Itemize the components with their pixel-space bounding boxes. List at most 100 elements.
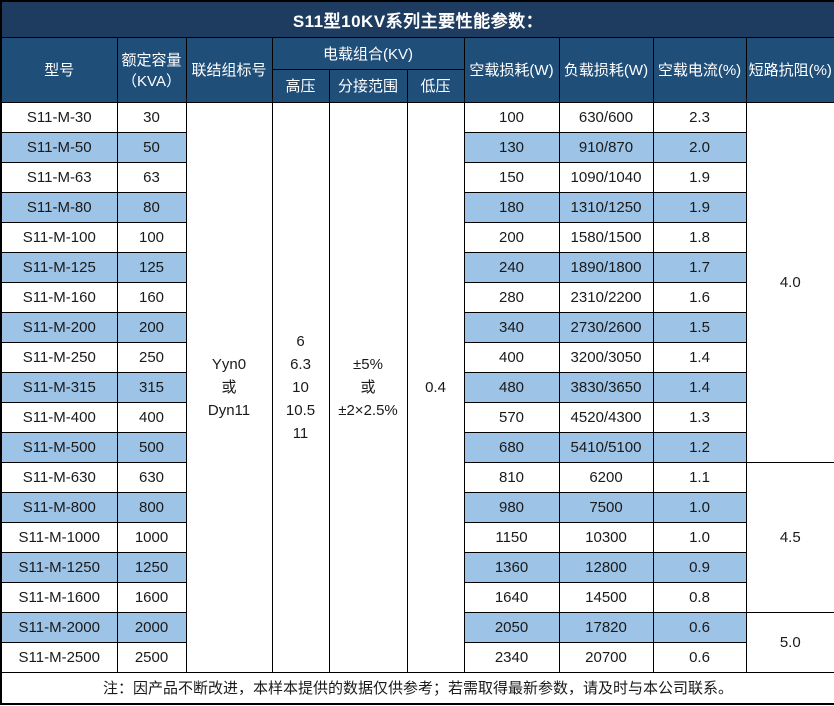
load-loss-cell: 6200 bbox=[558, 461, 654, 493]
model-cell: S11-M-2500 bbox=[0, 641, 118, 673]
no-load-loss-cell: 130 bbox=[463, 131, 560, 163]
column-header-voltage-combo: 电载组合(KV) bbox=[271, 36, 465, 70]
model-cell: S11-M-125 bbox=[0, 251, 118, 283]
connection-label-line: Dyn11 bbox=[207, 401, 251, 419]
model-cell: S11-M-315 bbox=[0, 371, 118, 403]
model-cell: S11-M-80 bbox=[0, 191, 118, 223]
table-row: S11-M-800 800 980 7500 1.0 bbox=[0, 491, 834, 523]
no-load-current-cell: 1.4 bbox=[652, 371, 747, 403]
capacity-cell: 80 bbox=[116, 191, 187, 223]
table-row: S11-M-500 500 680 5410/5100 1.2 bbox=[0, 431, 834, 463]
model-cell: S11-M-30 bbox=[0, 101, 118, 133]
no-load-current-cell: 1.7 bbox=[652, 251, 747, 283]
no-load-current-cell: 1.6 bbox=[652, 281, 747, 313]
capacity-cell: 800 bbox=[116, 491, 187, 523]
table-row: S11-M-315 315 480 3830/3650 1.4 bbox=[0, 371, 834, 403]
capacity-cell: 1000 bbox=[116, 521, 187, 553]
title-row: S11型10KV系列主要性能参数： bbox=[0, 0, 834, 38]
model-cell: S11-M-500 bbox=[0, 431, 118, 463]
table-body: S11-M-30 30 Yyn0 或 Dyn11 6 6.3 10 10.5 11 ±5% 或 ±2×2… bbox=[0, 101, 834, 673]
no-load-current-cell: 1.0 bbox=[652, 521, 747, 553]
no-load-loss-cell: 1360 bbox=[463, 551, 560, 583]
no-load-loss-cell: 150 bbox=[463, 161, 560, 193]
connection-label-cell: Yyn0 或 Dyn11 bbox=[185, 101, 273, 673]
header-row-sub: 高压 分接范围 低压 bbox=[1, 68, 834, 103]
column-header-impedance: 短路抗阻(%) bbox=[745, 36, 834, 103]
table-row: S11-M-2500 2500 2340 20700 0.6 bbox=[0, 641, 834, 673]
capacity-cell: 400 bbox=[116, 401, 187, 433]
no-load-loss-cell: 280 bbox=[463, 281, 560, 313]
no-load-loss-cell: 680 bbox=[463, 431, 560, 463]
no-load-loss-cell: 810 bbox=[463, 461, 560, 493]
model-cell: S11-M-50 bbox=[0, 131, 118, 163]
load-loss-cell: 910/870 bbox=[558, 131, 654, 163]
no-load-loss-cell: 980 bbox=[463, 491, 560, 523]
load-loss-cell: 20700 bbox=[558, 641, 654, 673]
table-row: S11-M-1250 1250 1360 12800 0.9 bbox=[0, 551, 834, 583]
capacity-cell: 200 bbox=[116, 311, 187, 343]
column-header-hv: 高压 bbox=[271, 68, 330, 103]
no-load-loss-cell: 400 bbox=[463, 341, 560, 373]
table-row: S11-M-2000 2000 2050 17820 0.6 5.0 bbox=[0, 611, 834, 673]
capacity-cell: 315 bbox=[116, 371, 187, 403]
hv-value-line: 6 bbox=[296, 332, 305, 350]
tap-range-line: 或 bbox=[360, 378, 376, 396]
capacity-cell: 160 bbox=[116, 281, 187, 313]
capacity-cell: 630 bbox=[116, 461, 187, 493]
model-cell: S11-M-63 bbox=[0, 161, 118, 193]
load-loss-cell: 17820 bbox=[558, 611, 654, 643]
table-row: S11-M-160 160 280 2310/2200 1.6 bbox=[0, 281, 834, 313]
no-load-loss-cell: 100 bbox=[463, 101, 560, 133]
column-header-capacity: 额定容量 （KVA） bbox=[116, 36, 187, 103]
load-loss-cell: 5410/5100 bbox=[558, 431, 654, 463]
model-cell: S11-M-1000 bbox=[0, 521, 118, 553]
load-loss-cell: 1890/1800 bbox=[558, 251, 654, 283]
load-loss-cell: 3200/3050 bbox=[558, 341, 654, 373]
capacity-cell: 1600 bbox=[116, 581, 187, 613]
hv-value-line: 10.5 bbox=[285, 401, 316, 419]
no-load-loss-cell: 180 bbox=[463, 191, 560, 223]
load-loss-cell: 10300 bbox=[558, 521, 654, 553]
model-cell: S11-M-160 bbox=[0, 281, 118, 313]
column-header-no-load-current: 空载电流(%) bbox=[652, 36, 747, 103]
table-row: S11-M-200 200 340 2730/2600 1.5 bbox=[0, 311, 834, 343]
lv-cell: 0.4 bbox=[406, 101, 465, 673]
load-loss-cell: 3830/3650 bbox=[558, 371, 654, 403]
column-header-model: 型号 bbox=[0, 36, 118, 103]
no-load-current-cell: 0.8 bbox=[652, 581, 747, 613]
model-cell: S11-M-1600 bbox=[0, 581, 118, 613]
no-load-current-cell: 0.6 bbox=[652, 611, 747, 643]
hv-value-line: 11 bbox=[292, 424, 309, 442]
no-load-loss-cell: 340 bbox=[463, 311, 560, 343]
footnote: 注：因产品不断改进，本样本提供的数据仅供参考；若需取得最新参数，请及时与本公司联… bbox=[0, 671, 834, 705]
column-header-lv: 低压 bbox=[406, 68, 465, 103]
capacity-cell: 100 bbox=[116, 221, 187, 253]
table-row: S11-M-630 630 810 6200 1.1 4.5 bbox=[0, 461, 834, 613]
column-header-load-loss: 负载损耗(W) bbox=[558, 36, 654, 103]
capacity-cell: 30 bbox=[116, 101, 187, 133]
hv-value-line: 6.3 bbox=[290, 355, 311, 373]
table-row: S11-M-63 63 150 1090/1040 1.9 bbox=[0, 161, 834, 193]
column-header-tap-range: 分接范围 bbox=[328, 68, 408, 103]
note-row: 注：因产品不断改进，本样本提供的数据仅供参考；若需取得最新参数，请及时与本公司联… bbox=[0, 671, 834, 705]
capacity-cell: 1250 bbox=[116, 551, 187, 583]
table-footer: 注：因产品不断改进，本样本提供的数据仅供参考；若需取得最新参数，请及时与本公司联… bbox=[0, 671, 834, 705]
load-loss-cell: 2310/2200 bbox=[558, 281, 654, 313]
load-loss-cell: 7500 bbox=[558, 491, 654, 523]
table-row: S11-M-30 30 Yyn0 或 Dyn11 6 6.3 10 10.5 11 ±5% 或 ±2×2… bbox=[0, 101, 834, 673]
load-loss-cell: 12800 bbox=[558, 551, 654, 583]
impedance-cell: 4.0 bbox=[745, 101, 834, 463]
no-load-loss-cell: 570 bbox=[463, 401, 560, 433]
no-load-current-cell: 1.9 bbox=[652, 191, 747, 223]
no-load-current-cell: 2.3 bbox=[652, 101, 747, 133]
capacity-cell: 2000 bbox=[116, 611, 187, 643]
no-load-current-cell: 2.0 bbox=[652, 131, 747, 163]
tap-range-line: ±5% bbox=[353, 355, 383, 373]
model-cell: S11-M-630 bbox=[0, 461, 118, 493]
table-row: S11-M-80 80 180 1310/1250 1.9 bbox=[0, 191, 834, 223]
page-title: S11型10KV系列主要性能参数： bbox=[0, 0, 834, 38]
model-cell: S11-M-250 bbox=[0, 341, 118, 373]
table-row: S11-M-125 125 240 1890/1800 1.7 bbox=[0, 251, 834, 283]
no-load-current-cell: 1.9 bbox=[652, 161, 747, 193]
capacity-header-line1: 额定容量 bbox=[121, 51, 182, 69]
